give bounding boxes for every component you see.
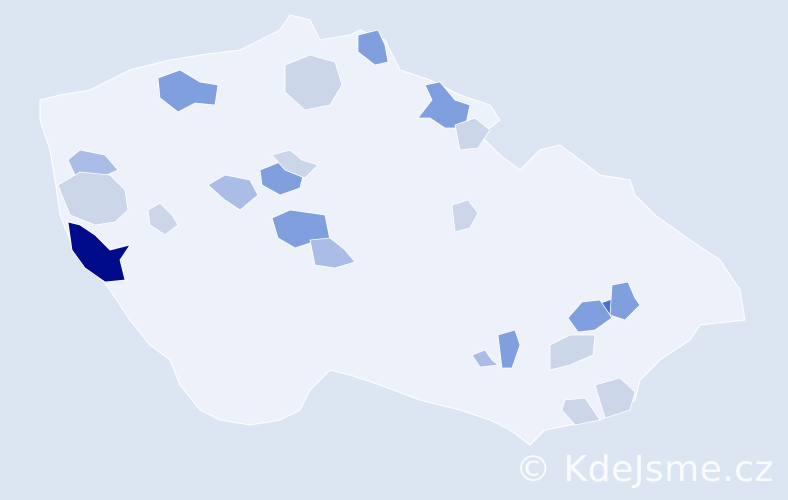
region-lightest[interactable] xyxy=(594,377,636,419)
region-lightest[interactable] xyxy=(147,202,179,236)
region-lightest[interactable] xyxy=(451,199,479,233)
region-medium[interactable] xyxy=(357,29,389,66)
watermark: © KdeJsme.cz xyxy=(515,449,774,490)
region-medium[interactable] xyxy=(567,299,613,333)
region-lightest[interactable] xyxy=(454,117,491,151)
region-max[interactable] xyxy=(67,221,131,283)
region-light[interactable] xyxy=(309,237,356,269)
region-medium[interactable] xyxy=(497,329,521,369)
region-lightest[interactable] xyxy=(561,397,601,426)
region-light[interactable] xyxy=(471,349,499,368)
country-outline xyxy=(39,14,746,446)
region-medium[interactable] xyxy=(157,69,219,113)
region-lightest[interactable] xyxy=(57,171,129,226)
region-lightest[interactable] xyxy=(271,149,319,179)
region-light[interactable] xyxy=(207,174,259,211)
region-medium[interactable] xyxy=(417,81,471,129)
region-lightest[interactable] xyxy=(284,54,343,111)
region-lightest[interactable] xyxy=(549,334,596,371)
